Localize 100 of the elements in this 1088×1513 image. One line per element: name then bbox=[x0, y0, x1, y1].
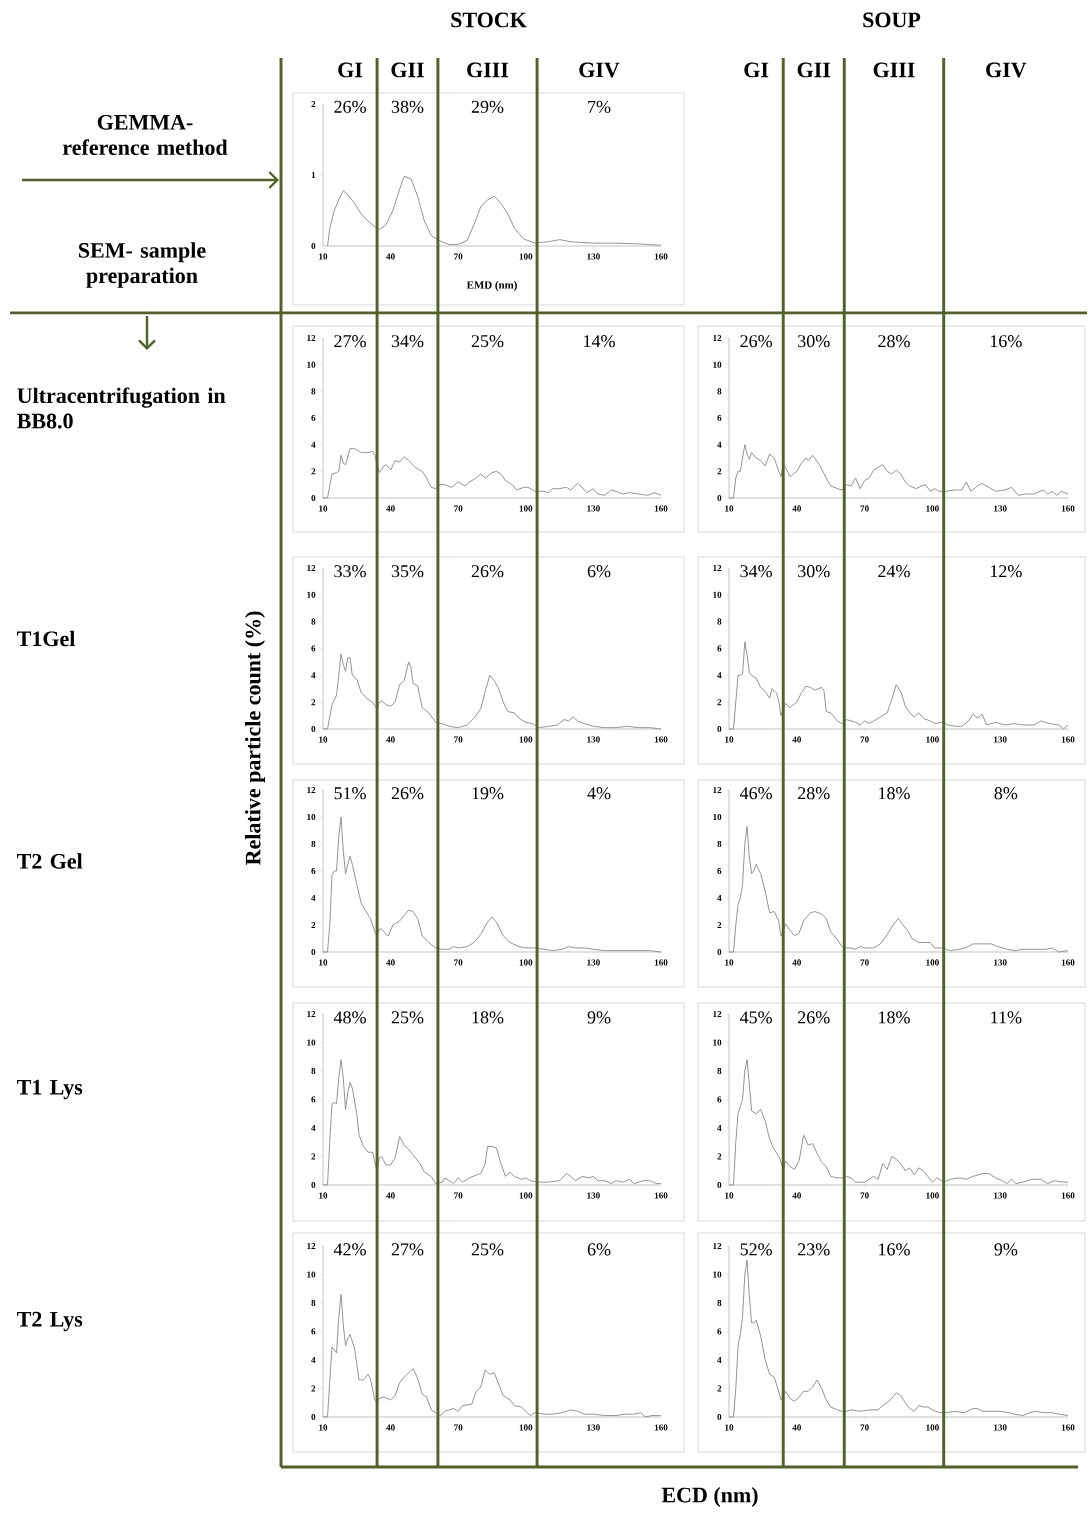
y-tick-label: 4 bbox=[717, 894, 722, 901]
annotation: 18% bbox=[472, 1011, 504, 1024]
y-tick-label: 0 bbox=[717, 494, 722, 502]
annotation: 7% bbox=[588, 100, 611, 113]
y-tick-label: 6 bbox=[311, 1328, 316, 1335]
annotation: 30% bbox=[797, 335, 830, 348]
y-tick-label: 2 bbox=[311, 1385, 316, 1392]
y-tick-label: 4 bbox=[311, 894, 316, 901]
x-tick-label: 130 bbox=[993, 505, 1007, 512]
y-tick-label: 6 bbox=[717, 1328, 722, 1335]
y-tick-label: 6 bbox=[717, 414, 722, 422]
annotation: 4% bbox=[587, 787, 611, 800]
annotation: 28% bbox=[797, 787, 830, 800]
y-tick-label: 10 bbox=[307, 591, 316, 598]
x-tick-label: 100 bbox=[519, 1192, 533, 1199]
y-tick-label: 8 bbox=[311, 388, 316, 395]
y-tick-label: 0 bbox=[311, 494, 316, 502]
y-tick-label: 10 bbox=[307, 361, 316, 368]
y-tick-label: 12 bbox=[713, 564, 722, 571]
x-tick-label: 160 bbox=[654, 736, 668, 743]
x-tick-label: 100 bbox=[926, 1424, 939, 1431]
x-tick-label: 70 bbox=[453, 1192, 463, 1199]
x-tick-label: 130 bbox=[587, 1192, 600, 1199]
annotation: 34% bbox=[740, 565, 772, 578]
x-tick-label: 40 bbox=[385, 253, 395, 260]
y-tick-label: 10 bbox=[713, 361, 722, 368]
text: GIII bbox=[466, 62, 508, 78]
y-tick-label: 10 bbox=[713, 1039, 722, 1046]
y-tick-label: 2 bbox=[311, 468, 316, 475]
y-tick-label: 12 bbox=[713, 786, 722, 793]
y-tick-label: 4 bbox=[311, 672, 316, 679]
y-tick-label: 12 bbox=[307, 786, 316, 793]
x-tick-label: 40 bbox=[792, 1192, 801, 1199]
y-tick-label: 0 bbox=[717, 725, 722, 733]
x-tick-label: 40 bbox=[385, 736, 395, 743]
y-tick-label: 4 bbox=[717, 1124, 722, 1131]
y-tick-label: 0 bbox=[717, 948, 722, 956]
x-tick-label: 130 bbox=[993, 1192, 1007, 1199]
annotation: 34% bbox=[391, 335, 424, 348]
text: GII bbox=[797, 62, 830, 78]
text: GEMMA- reference method bbox=[62, 114, 228, 156]
text: T2 Gel bbox=[16, 853, 83, 869]
x-tick-label: 100 bbox=[926, 959, 939, 966]
annotation: 35% bbox=[391, 565, 424, 578]
x-tick-label: 100 bbox=[519, 505, 533, 512]
y-tick-label: 4 bbox=[717, 672, 722, 679]
x-tick-label: 70 bbox=[453, 253, 463, 260]
y-tick-label: 0 bbox=[717, 1181, 722, 1189]
annotation: 25% bbox=[471, 1243, 504, 1256]
y-tick-label: 8 bbox=[717, 388, 722, 395]
annotation: 19% bbox=[472, 787, 504, 800]
text: SOUP bbox=[863, 12, 920, 28]
annotation: 42% bbox=[333, 1243, 366, 1256]
y-tick-label: 10 bbox=[307, 813, 316, 821]
x-tick-label: 40 bbox=[385, 1424, 395, 1431]
x-tick-label: 40 bbox=[792, 736, 801, 743]
x-tick-label: 130 bbox=[587, 505, 600, 512]
annotation: 28% bbox=[878, 335, 910, 348]
x-axis-title: ECD (nm) bbox=[661, 1487, 758, 1507]
y-tick-label: 2 bbox=[717, 1385, 722, 1392]
x-tick-label: 160 bbox=[1061, 1192, 1075, 1199]
x-tick-label: 10 bbox=[318, 736, 327, 743]
annotation: 11% bbox=[991, 1011, 1022, 1024]
annotation: 27% bbox=[391, 1243, 424, 1256]
x-tick-label: 70 bbox=[453, 736, 463, 743]
x-tick-label: 130 bbox=[587, 253, 600, 260]
x-tick-label: 130 bbox=[993, 959, 1007, 966]
x-tick-label: 130 bbox=[587, 959, 600, 966]
y-tick-label: 8 bbox=[717, 1299, 722, 1307]
y-tick-label: 12 bbox=[713, 1010, 722, 1017]
y-tick-label: 2 bbox=[717, 468, 722, 475]
y-tick-label: 6 bbox=[717, 1096, 722, 1103]
y-tick-label: 8 bbox=[717, 618, 722, 625]
x-tick-label: 40 bbox=[385, 959, 395, 966]
y-tick-label: 2 bbox=[717, 921, 722, 928]
y-tick-label: 2 bbox=[311, 699, 316, 706]
y-tick-label: 4 bbox=[311, 441, 316, 448]
y-tick-label: 10 bbox=[713, 813, 722, 821]
text: GIII bbox=[873, 62, 915, 78]
x-tick-label: 40 bbox=[792, 959, 801, 966]
annotation: 33% bbox=[334, 565, 366, 578]
x-tick-label: 100 bbox=[519, 959, 533, 966]
annotation: 9% bbox=[587, 1011, 611, 1024]
x-tick-label: 160 bbox=[654, 253, 668, 260]
text: GIV bbox=[579, 62, 620, 78]
y-axis-title: Relative particle count (%) bbox=[244, 611, 265, 865]
y-tick-label: 6 bbox=[717, 867, 722, 875]
annotation: 24% bbox=[878, 565, 910, 578]
y-tick-label: 10 bbox=[713, 1271, 722, 1278]
annotation: 26% bbox=[740, 335, 772, 348]
x-tick-label: 10 bbox=[724, 736, 733, 743]
annotation: 45% bbox=[739, 1011, 772, 1024]
x-tick-label: 70 bbox=[860, 1192, 869, 1199]
y-tick-label: 12 bbox=[713, 334, 722, 341]
y-tick-label: 2 bbox=[311, 921, 316, 928]
y-tick-label: 6 bbox=[311, 414, 316, 422]
y-tick-label: 6 bbox=[311, 645, 316, 652]
text: GI bbox=[744, 62, 768, 78]
x-tick-label: 10 bbox=[318, 959, 327, 966]
y-tick-label: 10 bbox=[307, 1271, 316, 1278]
